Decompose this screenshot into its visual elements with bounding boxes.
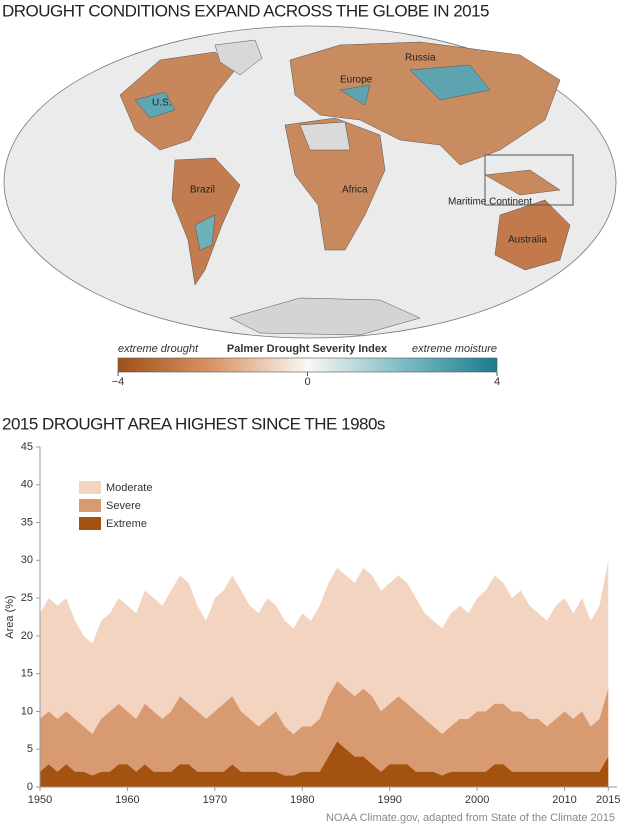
- region-label: Brazil: [190, 185, 215, 196]
- colorbar-tick-label: 0: [304, 376, 310, 388]
- x-tick-label: 1990: [377, 794, 401, 806]
- greenland: [214, 39, 263, 76]
- north-america: [119, 51, 236, 151]
- area-severe: [40, 681, 609, 787]
- antarctica: [229, 297, 421, 336]
- colorbar-tick-label: 4: [494, 376, 500, 388]
- legend-label: Severe: [106, 500, 141, 512]
- y-tick-label: 45: [21, 441, 33, 453]
- colorbar-high-label: extreme moisture: [412, 343, 497, 355]
- y-tick-label: 15: [21, 668, 33, 680]
- chart-title: 2015 DROUGHT AREA HIGHEST SINCE THE 1980…: [2, 414, 385, 433]
- y-tick-label: 0: [27, 781, 33, 793]
- legend-label: Extreme: [106, 518, 147, 530]
- colorbar: extreme drought Palmer Drought Severity …: [117, 343, 498, 373]
- region-label: U.S.: [152, 98, 171, 109]
- colorbar-tick-label: −4: [112, 376, 125, 388]
- region-label: Australia: [508, 235, 547, 246]
- x-tick-label: 2015: [596, 794, 620, 806]
- x-tick-label: 1980: [290, 794, 314, 806]
- legend-swatch: [79, 517, 101, 530]
- region-label: Russia: [405, 53, 436, 64]
- credit: NOAA Climate.gov, adapted from State of …: [326, 812, 615, 824]
- region-label: Maritime Continent: [448, 197, 532, 208]
- y-tick-label: 20: [21, 630, 33, 642]
- map: U.S. Russia Europe Brazil Africa Maritim…: [3, 25, 617, 339]
- y-tick-label: 5: [27, 743, 33, 755]
- y-tick-label: 40: [21, 479, 33, 491]
- moisture-patch: [134, 91, 176, 119]
- eurasia: [289, 41, 561, 166]
- region-label: Africa: [342, 185, 368, 196]
- legend-label: Moderate: [106, 482, 152, 494]
- y-tick-label: 10: [21, 705, 33, 717]
- x-tick-label: 1970: [203, 794, 227, 806]
- australia: [494, 199, 571, 271]
- x-tick-label: 2010: [552, 794, 576, 806]
- region-label: Europe: [340, 75, 373, 86]
- legend-swatch: [79, 481, 101, 494]
- area-extreme: [40, 741, 609, 787]
- colorbar-title: Palmer Drought Severity Index: [227, 343, 388, 355]
- y-tick-label: 35: [21, 516, 33, 528]
- africa: [284, 117, 386, 251]
- moisture-patch: [339, 64, 491, 106]
- x-tick-label: 1950: [28, 794, 52, 806]
- x-tick-label: 1960: [115, 794, 139, 806]
- colorbar-low-label: extreme drought: [118, 343, 199, 355]
- moisture-patch: [194, 214, 216, 251]
- legend-swatch: [79, 499, 101, 512]
- colorbar-ramp: [117, 357, 498, 373]
- y-axis-label: Area (%): [4, 595, 16, 638]
- sahara: [299, 121, 351, 151]
- map-title: DROUGHT CONDITIONS EXPAND ACROSS THE GLO…: [2, 1, 489, 20]
- maritime-box: [484, 154, 574, 206]
- y-tick-label: 25: [21, 592, 33, 604]
- x-tick-label: 2000: [465, 794, 489, 806]
- y-tick-label: 30: [21, 554, 33, 566]
- maritime-islands: [484, 169, 561, 196]
